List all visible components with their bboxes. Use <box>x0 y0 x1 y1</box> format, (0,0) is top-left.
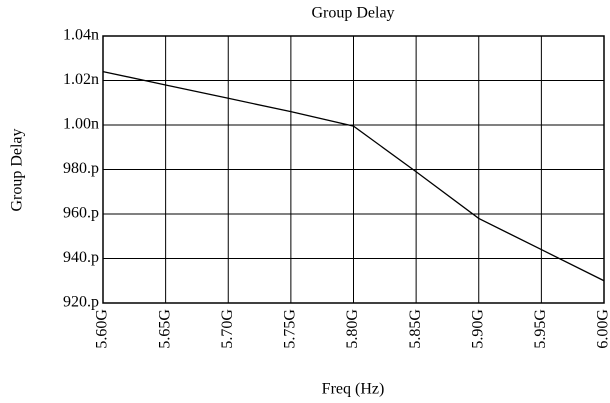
x-axis-label: Freq (Hz) <box>322 381 385 398</box>
series-line <box>102 70 605 282</box>
x-tick-label: 5.65G <box>156 309 173 349</box>
x-tick-label: 5.85G <box>407 309 424 349</box>
y-tick-label: 940.p <box>63 249 99 266</box>
plot-frame <box>102 35 605 304</box>
y-tick-label: 1.04n <box>63 27 99 44</box>
y-tick-label: 980.p <box>63 160 99 177</box>
y-axis-label: Group Delay <box>9 128 26 211</box>
chart-title: Group Delay <box>311 5 394 22</box>
x-tick-label: 5.70G <box>219 309 236 349</box>
x-tick-label: 6.00G <box>595 309 610 349</box>
x-tick-label: 5.80G <box>344 309 361 349</box>
x-tick-label: 5.60G <box>94 309 111 349</box>
y-tick-label: 920.p <box>63 294 99 311</box>
x-tick-label: 5.95G <box>532 309 549 349</box>
x-tick-label: 5.90G <box>469 309 486 349</box>
y-tick-label: 960.p <box>63 205 99 222</box>
y-tick-label: 1.00n <box>63 116 99 133</box>
y-tick-label: 1.02n <box>63 71 99 88</box>
x-tick-label: 5.75G <box>282 309 299 349</box>
